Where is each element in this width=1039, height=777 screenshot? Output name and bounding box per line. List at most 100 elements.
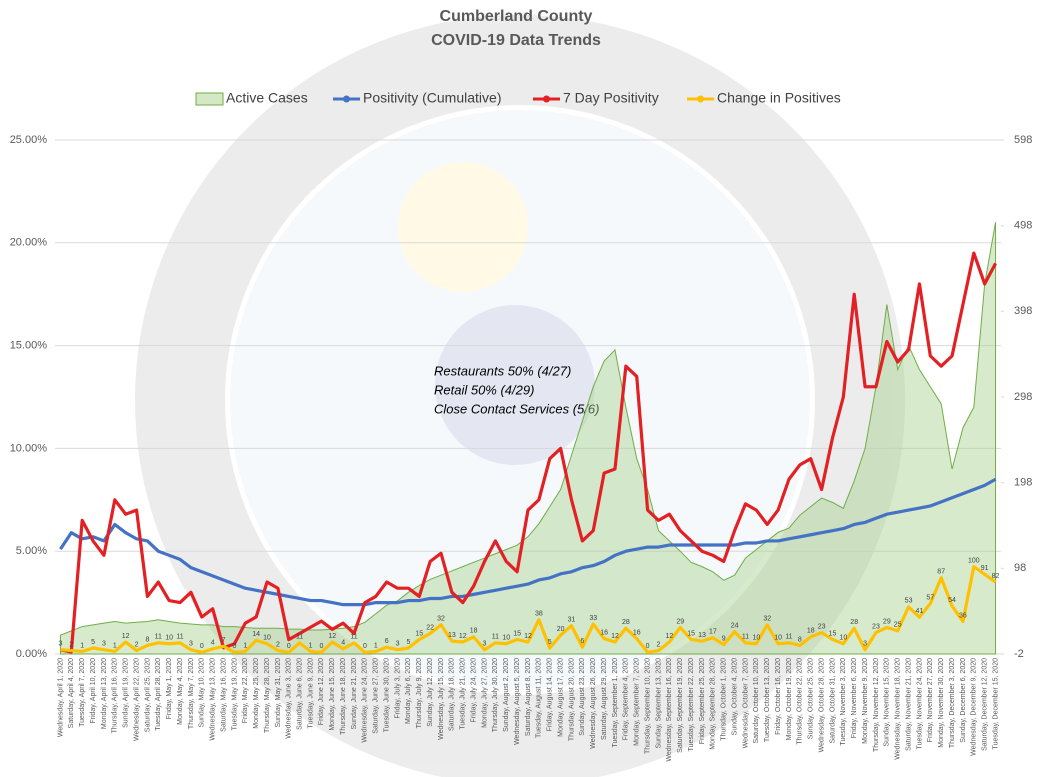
- data-label: 28: [850, 619, 858, 626]
- annotation: Close Contact Services (5/6): [434, 401, 599, 416]
- x-tick-label: Sunday, August 2, 2020: [503, 658, 510, 732]
- x-tick-label: Saturday, October 31, 2020: [829, 658, 836, 744]
- data-label: 18: [470, 628, 478, 635]
- legend-marker: [697, 95, 704, 103]
- x-tick-label: Thursday, November 12, 2020: [873, 658, 880, 752]
- x-tick-label: Monday, July 27, 2020: [481, 658, 488, 728]
- x-tick-label: Thursday, April 16, 2020: [112, 658, 119, 733]
- data-label: 15: [829, 630, 837, 637]
- x-tick-label: Thursday, December 3, 2020: [949, 658, 956, 748]
- x-tick-label: Tuesday, October 13, 2020: [764, 658, 771, 742]
- x-tick-label: Sunday, October 25, 2020: [808, 658, 815, 739]
- x-tick-label: Tuesday, April 7, 2020: [79, 658, 86, 727]
- data-label: 2: [657, 641, 661, 648]
- x-tick-label: Sunday, December 6, 2020: [960, 658, 967, 743]
- data-label: 3: [396, 641, 400, 648]
- data-label: 6: [385, 638, 389, 645]
- x-tick-label: Monday, May 25, 2020: [253, 658, 260, 729]
- y2-tick-label: 98: [1014, 562, 1026, 574]
- y-tick-label: 5.00%: [16, 545, 47, 557]
- data-label: 3: [863, 641, 867, 648]
- data-label: 7: [222, 637, 226, 644]
- x-tick-label: Tuesday, September 22, 2020: [688, 658, 695, 751]
- x-tick-label: Thursday, August 20, 2020: [568, 658, 575, 741]
- data-label: 0: [200, 643, 204, 650]
- y2-tick-label: 198: [1014, 477, 1032, 489]
- x-tick-label: Sunday, April 19, 2020: [123, 658, 130, 728]
- x-tick-label: Wednesday, September 16, 2020: [666, 658, 673, 762]
- data-label: 0: [287, 643, 291, 650]
- x-tick-label: Tuesday, June 9, 2020: [307, 658, 314, 729]
- annotation: Retail 50% (4/29): [434, 382, 534, 397]
- x-tick-label: Saturday, October 10, 2020: [753, 658, 760, 744]
- data-label: 2: [135, 641, 139, 648]
- x-tick-label: Thursday, October 22, 2020: [797, 658, 804, 745]
- data-label: 12: [459, 633, 467, 640]
- x-tick-label: Sunday, July 12, 2020: [427, 658, 434, 727]
- x-tick-label: Friday, July 3, 2020: [394, 658, 401, 719]
- data-label: 8: [798, 636, 802, 643]
- x-tick-label: Tuesday, June 30, 2020: [383, 658, 390, 732]
- data-label: 0: [319, 643, 323, 650]
- y2-tick-label: 598: [1014, 134, 1032, 146]
- x-tick-label: Wednesday, August 26, 2020: [590, 658, 597, 749]
- x-tick-label: Wednesday, May 13, 2020: [210, 658, 217, 741]
- area: [59, 222, 997, 655]
- x-tick-label: Saturday, September 19, 2020: [677, 658, 684, 753]
- data-label: 10: [774, 635, 782, 642]
- x-tick-label: Monday, November 9, 2020: [862, 658, 869, 744]
- x-tick-label: Wednesday, June 3, 2020: [286, 658, 293, 739]
- data-label: 5: [406, 639, 410, 646]
- legend-marker: [543, 95, 550, 103]
- data-label: 36: [959, 612, 967, 619]
- data-label: 15: [687, 630, 695, 637]
- x-tick-label: Sunday, September 13, 2020: [655, 658, 662, 749]
- chart-title: Cumberland County: [440, 8, 593, 25]
- data-label: 28: [622, 619, 630, 626]
- annotation: Restaurants 50% (4/27): [434, 363, 571, 378]
- chart-subtitle: COVID-19 Data Trends: [431, 32, 601, 49]
- data-label: 16: [633, 629, 641, 636]
- line: [59, 477, 997, 607]
- data-label: 5: [91, 639, 95, 646]
- x-tick-label: Wednesday, October 28, 2020: [818, 658, 825, 752]
- x-tick-label: Friday, May 1, 2020: [166, 658, 173, 719]
- data-label: 87: [937, 569, 945, 576]
- x-tick-label: Saturday, August 8, 2020: [525, 658, 532, 736]
- x-tick-label: Thursday, June 18, 2020: [340, 658, 347, 735]
- x-tick-label: Wednesday, April 22, 2020: [133, 658, 140, 741]
- data-label: 11: [296, 634, 303, 641]
- x-tick-label: Saturday, June 6, 2020: [296, 658, 303, 730]
- y-tick-label: 25.00%: [10, 134, 48, 146]
- watermark-seal: [435, 305, 595, 465]
- legend-swatch: [195, 92, 224, 106]
- x-tick-label: Saturday, April 25, 2020: [144, 658, 151, 732]
- data-label: 54: [948, 597, 956, 604]
- data-label: 12: [611, 633, 619, 640]
- data-label: 12: [328, 633, 336, 640]
- x-tick-label: Saturday, August 29, 2020: [601, 658, 608, 740]
- y-tick-label: 20.00%: [10, 237, 48, 249]
- x-tick-label: Tuesday, April 28, 2020: [155, 658, 162, 731]
- x-tick-label: Friday, September 4, 2020: [623, 658, 630, 740]
- data-label: 17: [709, 629, 717, 636]
- data-label: 32: [437, 616, 445, 623]
- data-label: 23: [818, 623, 826, 630]
- x-tick-label: Saturday, July 18, 2020: [449, 658, 456, 731]
- x-tick-label: Monday, September 28, 2020: [710, 658, 717, 750]
- x-tick-label: Tuesday, November 24, 2020: [916, 658, 923, 750]
- data-label: 12: [524, 633, 532, 640]
- x-tick-label: Sunday, November 15, 2020: [884, 658, 891, 747]
- x-tick-label: Saturday, November 21, 2020: [905, 658, 912, 751]
- x-tick-label: Tuesday, August 11, 2020: [536, 658, 543, 738]
- data-label: 31: [568, 617, 576, 624]
- y-tick-label: 15.00%: [10, 340, 48, 352]
- data-label: 1: [309, 642, 313, 649]
- x-tick-label: Sunday, June 21, 2020: [351, 658, 358, 730]
- x-tick-label: Saturday, June 27, 2020: [373, 658, 380, 734]
- x-tick-label: Friday, May 22, 2020: [242, 658, 249, 723]
- data-label: 13: [448, 632, 456, 639]
- x-tick-label: Wednesday, April 1, 2020: [57, 658, 64, 737]
